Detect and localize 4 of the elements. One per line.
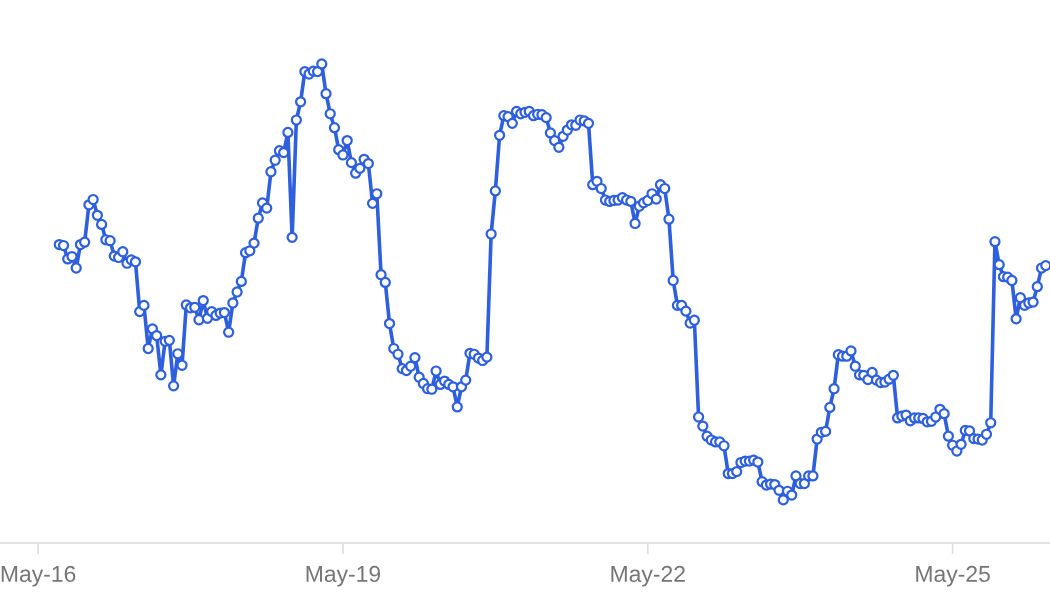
x-tick-label: May-16	[1, 565, 76, 587]
x-tick-label: May-22	[611, 565, 685, 587]
x-tick-label: May-19	[306, 565, 381, 587]
x-tick-label: May-25	[916, 565, 990, 587]
